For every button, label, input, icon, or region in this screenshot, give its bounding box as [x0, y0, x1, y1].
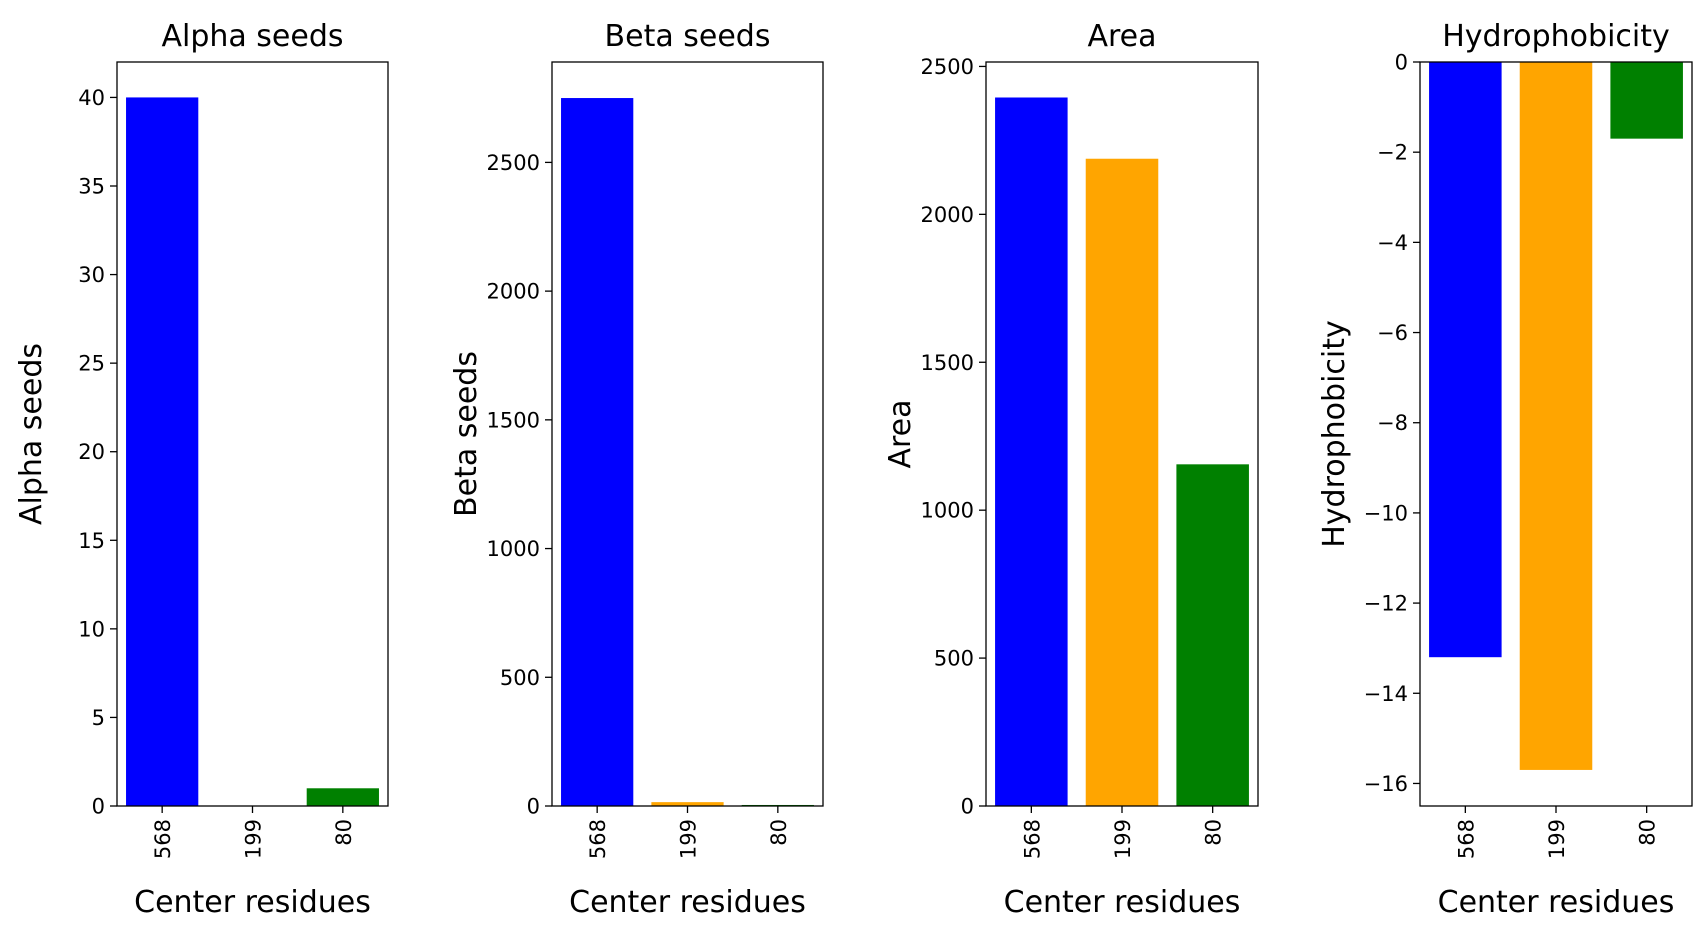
subplot-0-frame [116, 61, 389, 807]
subplot-3-ytick-label-3: −10 [1364, 501, 1408, 525]
subplot-2-marks: 568 199 80 0 500 1000 1500 2000 2500 [921, 55, 1249, 859]
subplot-0-ytick-label-7: 35 [78, 175, 105, 199]
subplot-0-ytick-label-2: 10 [78, 617, 105, 641]
subplot-1-xtick-label-0: 568 [586, 819, 610, 859]
subplot-3-bar-80 [1610, 62, 1683, 139]
subplot-1-ytick-label-0: 0 [527, 795, 540, 819]
subplot-2-frame [985, 61, 1259, 807]
subplot-2-xtick-label-1: 199 [1111, 819, 1135, 859]
subplot-3-ylabel: Hydrophobicity [1317, 320, 1352, 548]
subplot-0-ylabel: Alpha seeds [14, 343, 49, 525]
subplot-1-ytick-label-2: 1000 [487, 537, 540, 561]
subplot-0-marks: 568 199 80 0 5 10 15 20 25 30 35 40 [78, 86, 379, 859]
subplot-1-xlabel: Center residues [569, 885, 806, 920]
subplot-3-ytick-label-1: −14 [1364, 682, 1408, 706]
subplot-1-bar-568 [561, 98, 634, 807]
subplot-0-ytick-label-0: 0 [92, 795, 105, 819]
subplot-0-xtick-label-1: 199 [242, 819, 266, 859]
subplot-0-bar-568 [126, 97, 199, 806]
subplot-3-marks: 568 199 80 −16 −14 −12 −10 −8 −6 −4 −2 0 [1364, 51, 1683, 859]
subplot-1-ytick-label-1: 500 [500, 666, 540, 690]
subplot-2-ylabel: Area [883, 399, 918, 468]
subplot-3-ytick-label-0: −16 [1364, 772, 1408, 796]
subplot-3-ytick-label-5: −6 [1377, 321, 1408, 345]
subplot-2-bar-568 [995, 97, 1068, 806]
subplot-1-ylabel: Beta seeds [449, 351, 484, 517]
subplot-1-xtick-label-2: 80 [767, 819, 791, 846]
subplot-0-xtick-label-0: 568 [151, 819, 175, 859]
subplot-1: Beta seeds Beta seeds Center residues 56… [449, 19, 824, 920]
subplot-3: Hydrophobicity Hydrophobicity Center res… [1317, 19, 1693, 920]
subplot-3-ytick-label-8: 0 [1395, 51, 1408, 75]
subplot-3-xtick-label-2: 80 [1636, 819, 1660, 846]
subplot-1-marks: 568 199 80 0 500 1000 1500 2000 2500 [487, 98, 814, 859]
subplot-2-xtick-label-0: 568 [1020, 819, 1044, 859]
subplot-3-xlabel: Center residues [1438, 885, 1675, 920]
subplot-3-frame [1419, 61, 1693, 807]
subplot-0-ytick-label-5: 25 [78, 352, 105, 376]
subplot-1-bar-199 [651, 802, 724, 806]
subplot-2: Area Area Center residues 568 199 80 0 500 10… [883, 19, 1259, 920]
subplot-2-bar-199 [1085, 158, 1159, 806]
subplot-2-ytick-label-1: 500 [934, 647, 974, 671]
subplot-2-ytick-label-3: 1500 [921, 351, 974, 375]
subplot-1-frame [551, 61, 824, 807]
subplot-2-ytick-label-2: 1000 [921, 499, 974, 523]
subplot-3-ytick-label-2: −12 [1364, 592, 1408, 616]
subplot-3-title: Hydrophobicity [1442, 19, 1670, 54]
subplot-1-xtick-label-1: 199 [677, 819, 701, 859]
subplot-3-xtick-label-0: 568 [1454, 819, 1478, 859]
subplot-0-xlabel: Center residues [134, 885, 371, 920]
subplot-2-title: Area [1087, 19, 1156, 54]
subplot-1-ytick-label-3: 1500 [487, 408, 540, 432]
subplot-1-ytick-label-5: 2500 [487, 151, 540, 175]
subplot-2-ytick-label-0: 0 [961, 795, 974, 819]
subplot-0-bar-80 [306, 788, 379, 806]
subplot-3-bar-199 [1519, 62, 1593, 770]
subplot-0: Alpha seeds Alpha seeds Center residues … [14, 19, 389, 920]
subplot-0-ytick-label-1: 5 [92, 706, 105, 730]
subplot-0-ytick-label-4: 20 [78, 440, 105, 464]
subplot-3-ytick-label-6: −4 [1377, 231, 1408, 255]
subplot-2-xlabel: Center residues [1004, 885, 1241, 920]
subplot-1-ytick-label-4: 2000 [487, 280, 540, 304]
subplot-3-ytick-label-7: −2 [1377, 141, 1408, 165]
subplot-0-ytick-label-6: 30 [78, 263, 105, 287]
subplot-1-title: Beta seeds [605, 19, 771, 54]
subplot-0-xtick-label-2: 80 [332, 819, 356, 846]
subplot-2-bar-80 [1176, 464, 1249, 806]
subplot-3-xtick-label-1: 199 [1545, 819, 1569, 859]
subplot-0-ytick-label-8: 40 [78, 86, 105, 110]
subplot-0-title: Alpha seeds [161, 19, 343, 54]
subplot-3-ytick-label-4: −8 [1377, 411, 1408, 435]
subplot-2-ytick-label-5: 2500 [921, 55, 974, 79]
subplot-0-ytick-label-3: 15 [78, 529, 105, 553]
subplot-2-xtick-label-2: 80 [1202, 819, 1226, 846]
subplot-2-ytick-label-4: 2000 [921, 203, 974, 227]
subplot-3-bar-568 [1429, 62, 1502, 658]
